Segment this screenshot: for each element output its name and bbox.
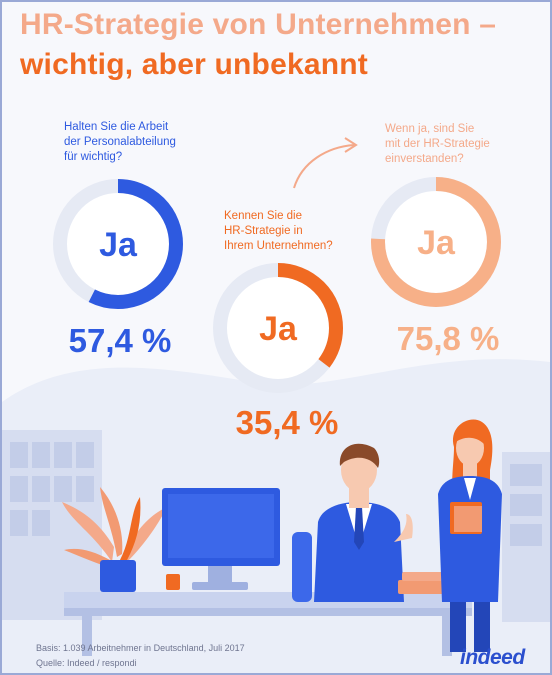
woman [438, 419, 502, 652]
question-1-line: für wichtig? [64, 151, 123, 163]
question-1: Halten Sie die Arbeit der Personalabteil… [64, 120, 176, 165]
mug [166, 574, 180, 590]
question-3: Wenn ja, sind Sie mit der HR-Strategie e… [385, 122, 490, 167]
question-1-line: der Personalabteilung [64, 136, 176, 148]
question-3-line: mit der HR-Strategie [385, 138, 490, 150]
value-label-2: 35,4 % [236, 404, 339, 441]
donut-slice-3 [371, 177, 501, 307]
plant [62, 487, 167, 592]
page-title-line-1: HR-Strategie von Unternehmen – [20, 8, 497, 41]
donut-center-label: Ja [417, 224, 456, 262]
donut-slice-2 [213, 263, 343, 393]
monitor [162, 488, 280, 590]
footer-source: Quelle: Indeed / respondi [36, 658, 137, 668]
connector-arrow [293, 144, 355, 189]
question-1-line: Halten Sie die Arbeit [64, 121, 169, 133]
question-3-line: Wenn ja, sind Sie [385, 123, 475, 135]
man [292, 443, 460, 602]
desk [64, 592, 472, 608]
donut-center-label: Ja [259, 310, 298, 348]
question-2-line: HR-Strategie in [224, 225, 303, 237]
question-2: Kennen Sie die HR-Strategie in Ihrem Unt… [224, 209, 333, 254]
donut-center-label: Ja [99, 226, 138, 264]
footer-basis: Basis: 1.039 Arbeitnehmer in Deutschland… [36, 643, 245, 653]
value-label-1: 57,4 % [69, 322, 172, 359]
office-illustration [2, 359, 550, 673]
question-2-line: Kennen Sie die [224, 210, 303, 222]
arrow-head-icon [344, 137, 358, 153]
question-3-line: einverstanden? [385, 153, 464, 165]
donut-slice-1 [53, 179, 183, 309]
page-title-line-2: wichtig, aber unbekannt [20, 48, 368, 81]
indeed-logo[interactable]: indeed [460, 646, 525, 669]
value-label-3: 75,8 % [397, 320, 500, 357]
question-2-line: Ihrem Unternehmen? [224, 240, 333, 252]
